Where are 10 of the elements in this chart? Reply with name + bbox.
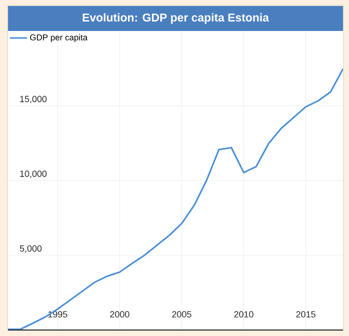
legend-label: GDP per capita <box>30 34 88 42</box>
y-tick-label: 10,000 <box>20 170 47 178</box>
chart-title: Evolution: GDP per capita Estonia <box>82 13 270 24</box>
y-tick-label: 5,000 <box>20 245 42 253</box>
x-tick-label: 2015 <box>296 311 316 318</box>
x-tick-label: 2010 <box>234 311 254 318</box>
x-tick-label: 2000 <box>110 311 130 318</box>
y-tick-label: 15,000 <box>20 96 47 104</box>
x-tick-label: 2005 <box>172 311 192 318</box>
x-tick-label: 1995 <box>48 311 68 318</box>
